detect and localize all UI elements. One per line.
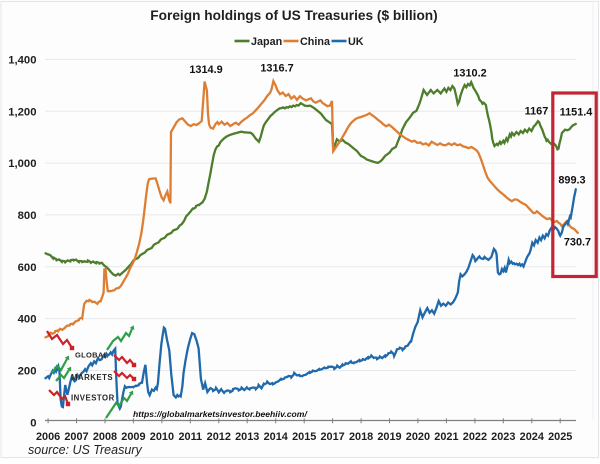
- svg-text:2008: 2008: [93, 431, 117, 443]
- svg-text:2017: 2017: [320, 431, 344, 443]
- svg-text:2007: 2007: [64, 431, 88, 443]
- svg-text:400: 400: [18, 314, 37, 326]
- svg-text:MARKETS: MARKETS: [71, 373, 113, 382]
- svg-text:2011: 2011: [178, 431, 202, 443]
- svg-text:2019: 2019: [377, 431, 401, 443]
- svg-text:730.7: 730.7: [564, 237, 591, 249]
- svg-text:1,400: 1,400: [8, 54, 36, 66]
- svg-text:600: 600: [18, 262, 37, 274]
- svg-text:2022: 2022: [463, 431, 487, 443]
- svg-text:UK: UK: [348, 36, 364, 48]
- svg-text:800: 800: [18, 210, 37, 222]
- svg-text:899.3: 899.3: [558, 175, 585, 187]
- svg-text:2015: 2015: [292, 431, 316, 443]
- svg-text:Foreign holdings of US Treasur: Foreign holdings of US Treasuries ($ bil…: [150, 8, 437, 23]
- svg-text:source: US Treasury: source: US Treasury: [28, 443, 142, 457]
- svg-text:INVESTOR: INVESTOR: [71, 394, 115, 403]
- svg-text:2024: 2024: [520, 431, 544, 443]
- svg-text:0: 0: [30, 417, 36, 429]
- svg-text:2020: 2020: [406, 431, 430, 443]
- svg-text:1310.2: 1310.2: [453, 68, 486, 80]
- svg-text:2018: 2018: [349, 431, 373, 443]
- svg-text:2006: 2006: [36, 431, 60, 443]
- svg-text:Japan: Japan: [251, 36, 282, 48]
- svg-text:1,000: 1,000: [8, 158, 36, 170]
- svg-text:https://globalmarketsinvestor.: https://globalmarketsinvestor.beehiiv.co…: [133, 409, 308, 419]
- svg-text:200: 200: [18, 366, 37, 378]
- svg-text:1314.9: 1314.9: [189, 64, 222, 76]
- svg-text:1151.4: 1151.4: [560, 107, 593, 119]
- svg-text:2009: 2009: [121, 431, 145, 443]
- svg-text:2012: 2012: [207, 431, 231, 443]
- svg-text:1167: 1167: [525, 106, 549, 118]
- svg-text:2010: 2010: [150, 431, 174, 443]
- svg-text:2014: 2014: [264, 431, 288, 443]
- svg-text:2025: 2025: [548, 431, 572, 443]
- svg-text:2013: 2013: [235, 431, 259, 443]
- svg-text:1316.7: 1316.7: [260, 63, 293, 75]
- svg-text:China: China: [300, 36, 331, 48]
- svg-text:1,200: 1,200: [8, 106, 36, 118]
- svg-text:2023: 2023: [491, 431, 515, 443]
- svg-text:2021: 2021: [434, 431, 458, 443]
- svg-text:GLOBAL: GLOBAL: [75, 351, 109, 360]
